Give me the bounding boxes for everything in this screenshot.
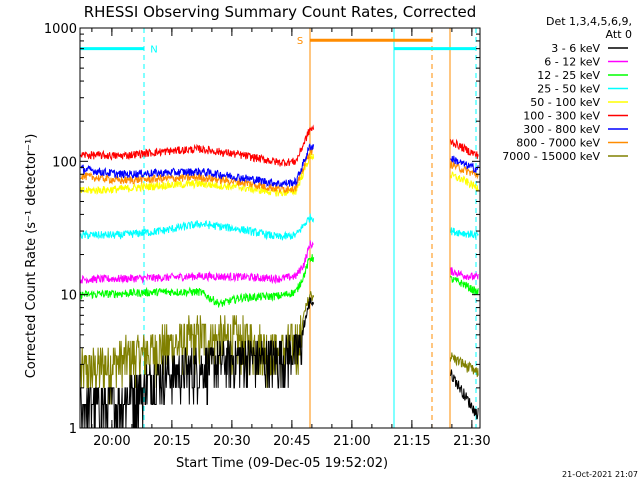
flag-label: S — [297, 36, 303, 47]
series-line — [80, 143, 315, 188]
legend-entry-label: 50 - 100 keV — [530, 96, 600, 109]
legend-entry-label: 800 - 7000 keV — [516, 137, 600, 150]
axes: 1 10 100 1000 20:00 20:15 20:30 20:45 21:00 21:15… — [44, 22, 491, 449]
legend-entry-label: 3 - 6 keV — [551, 42, 600, 55]
series-line — [449, 352, 479, 378]
series-line — [80, 213, 315, 241]
series-line — [449, 275, 479, 296]
legend-entry-label: 6 - 12 keV — [544, 56, 600, 69]
legend-header: Att 0 — [606, 28, 632, 41]
plot-frame — [79, 27, 481, 429]
y-tick-label: 1 — [69, 422, 77, 437]
plot-area: NS — [79, 28, 479, 429]
series-line — [80, 254, 315, 308]
series-line — [80, 297, 315, 429]
legend-entry-label: 25 - 50 keV — [537, 83, 600, 96]
chart-title: RHESSI Observing Summary Count Rates, Co… — [84, 3, 477, 21]
x-tick-label: 21:00 — [333, 434, 370, 449]
series-line — [450, 267, 479, 281]
series-line — [80, 291, 315, 405]
x-tick-label: 21:30 — [453, 434, 490, 449]
series-line — [450, 155, 479, 173]
x-tick-label: 20:15 — [153, 434, 190, 449]
x-axis-label: Start Time (09-Dec-05 19:52:02) — [176, 456, 388, 471]
legend-entry-label: 300 - 800 keV — [523, 123, 600, 136]
series-line — [80, 146, 314, 194]
y-tick-label: 10 — [60, 289, 77, 304]
legend-entry-label: 12 - 25 keV — [537, 69, 600, 82]
x-tick-label: 21:15 — [393, 434, 430, 449]
legend-entry-label: 100 - 300 keV — [523, 110, 600, 123]
x-tick-label: 20:45 — [273, 434, 310, 449]
legend-entry-label: 7000 - 15000 keV — [502, 150, 600, 163]
series-line — [449, 171, 479, 192]
series-line — [449, 369, 479, 420]
y-tick-label: 1000 — [44, 22, 77, 37]
flag-label: N — [150, 45, 157, 56]
series-line — [449, 227, 479, 239]
footer-timestamp: 21-Oct-2021 21:07 — [562, 470, 638, 479]
y-axis-label: Corrected Count Rate (s⁻¹ detector⁻¹) — [24, 134, 39, 379]
series-line — [80, 240, 314, 285]
series-line — [449, 138, 479, 159]
y-tick-label: 100 — [52, 155, 77, 170]
x-tick-label: 20:30 — [213, 434, 250, 449]
x-tick-label: 20:00 — [93, 434, 130, 449]
legend-header: Det 1,3,4,5,6,9, — [546, 15, 632, 28]
series-line — [80, 124, 315, 167]
